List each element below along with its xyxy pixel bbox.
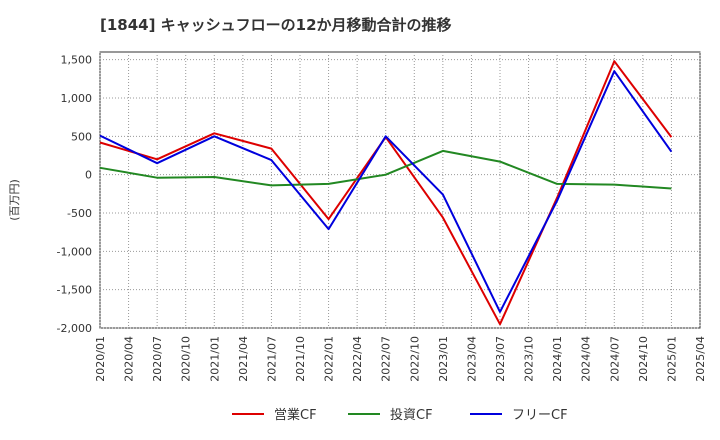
x-tick-label: 2024/07 xyxy=(608,336,621,382)
y-tick-label: -1,500 xyxy=(57,284,92,297)
x-tick-label: 2024/10 xyxy=(637,336,650,382)
y-tick-label: -2,000 xyxy=(57,322,92,335)
y-axis-tick-labels: 1,500 1,000 500 0 -500 -1,000 -1,500 -2,000 xyxy=(57,54,92,335)
x-tick-label: 2025/01 xyxy=(665,336,678,382)
x-tick-label: 2025/04 xyxy=(694,336,707,382)
x-tick-label: 2023/01 xyxy=(437,336,450,382)
y-tick-label: 500 xyxy=(71,130,92,143)
y-tick-label: 1,500 xyxy=(61,54,93,67)
series-line-投資CF xyxy=(99,149,672,190)
chart-title: [1844] キャッシュフローの12か月移動合計の推移 xyxy=(100,16,452,34)
series-lines xyxy=(99,60,673,326)
y-tick-label: -1,000 xyxy=(57,245,92,258)
y-tick-label: 1,000 xyxy=(61,92,93,105)
x-tick-label: 2021/04 xyxy=(237,336,250,382)
x-axis-tick-labels: 2020/01 2020/04 2020/07 2020/10 2021/01 2021/… xyxy=(94,336,707,382)
y-tick-label: -500 xyxy=(67,207,92,220)
y-axis-title: (百万円) xyxy=(8,179,21,221)
x-tick-label: 2023/04 xyxy=(465,336,478,382)
x-tick-label: 2022/07 xyxy=(380,336,393,382)
series-line-フリーCF xyxy=(99,70,673,313)
legend-item: 投資CF xyxy=(348,407,433,423)
legend-label: 投資CF xyxy=(390,407,433,423)
legend-label: フリーCF xyxy=(512,408,568,423)
x-tick-label: 2022/10 xyxy=(408,336,421,382)
x-tick-label: 2023/07 xyxy=(494,336,507,382)
x-tick-label: 2020/04 xyxy=(123,336,136,382)
x-tick-label: 2022/04 xyxy=(351,336,364,382)
legend-item: 営業CF xyxy=(232,407,317,423)
x-tick-label: 2024/04 xyxy=(580,336,593,382)
y-tick-label: 0 xyxy=(85,169,92,182)
gridlines xyxy=(99,52,701,329)
x-tick-label: 2020/10 xyxy=(180,336,193,382)
x-tick-label: 2020/07 xyxy=(151,336,164,382)
legend: 営業CF 投資CF フリーCF xyxy=(232,407,568,423)
plot-frame xyxy=(99,51,701,329)
x-tick-label: 2021/10 xyxy=(294,336,307,382)
x-tick-label: 2021/01 xyxy=(208,336,221,382)
x-tick-label: 2022/01 xyxy=(323,336,336,382)
legend-item: フリーCF xyxy=(470,408,568,423)
x-tick-label: 2021/07 xyxy=(265,336,278,382)
x-tick-label: 2020/01 xyxy=(94,336,107,382)
legend-label: 営業CF xyxy=(274,407,317,423)
x-tick-label: 2024/01 xyxy=(551,336,564,382)
x-tick-label: 2023/10 xyxy=(523,336,536,382)
